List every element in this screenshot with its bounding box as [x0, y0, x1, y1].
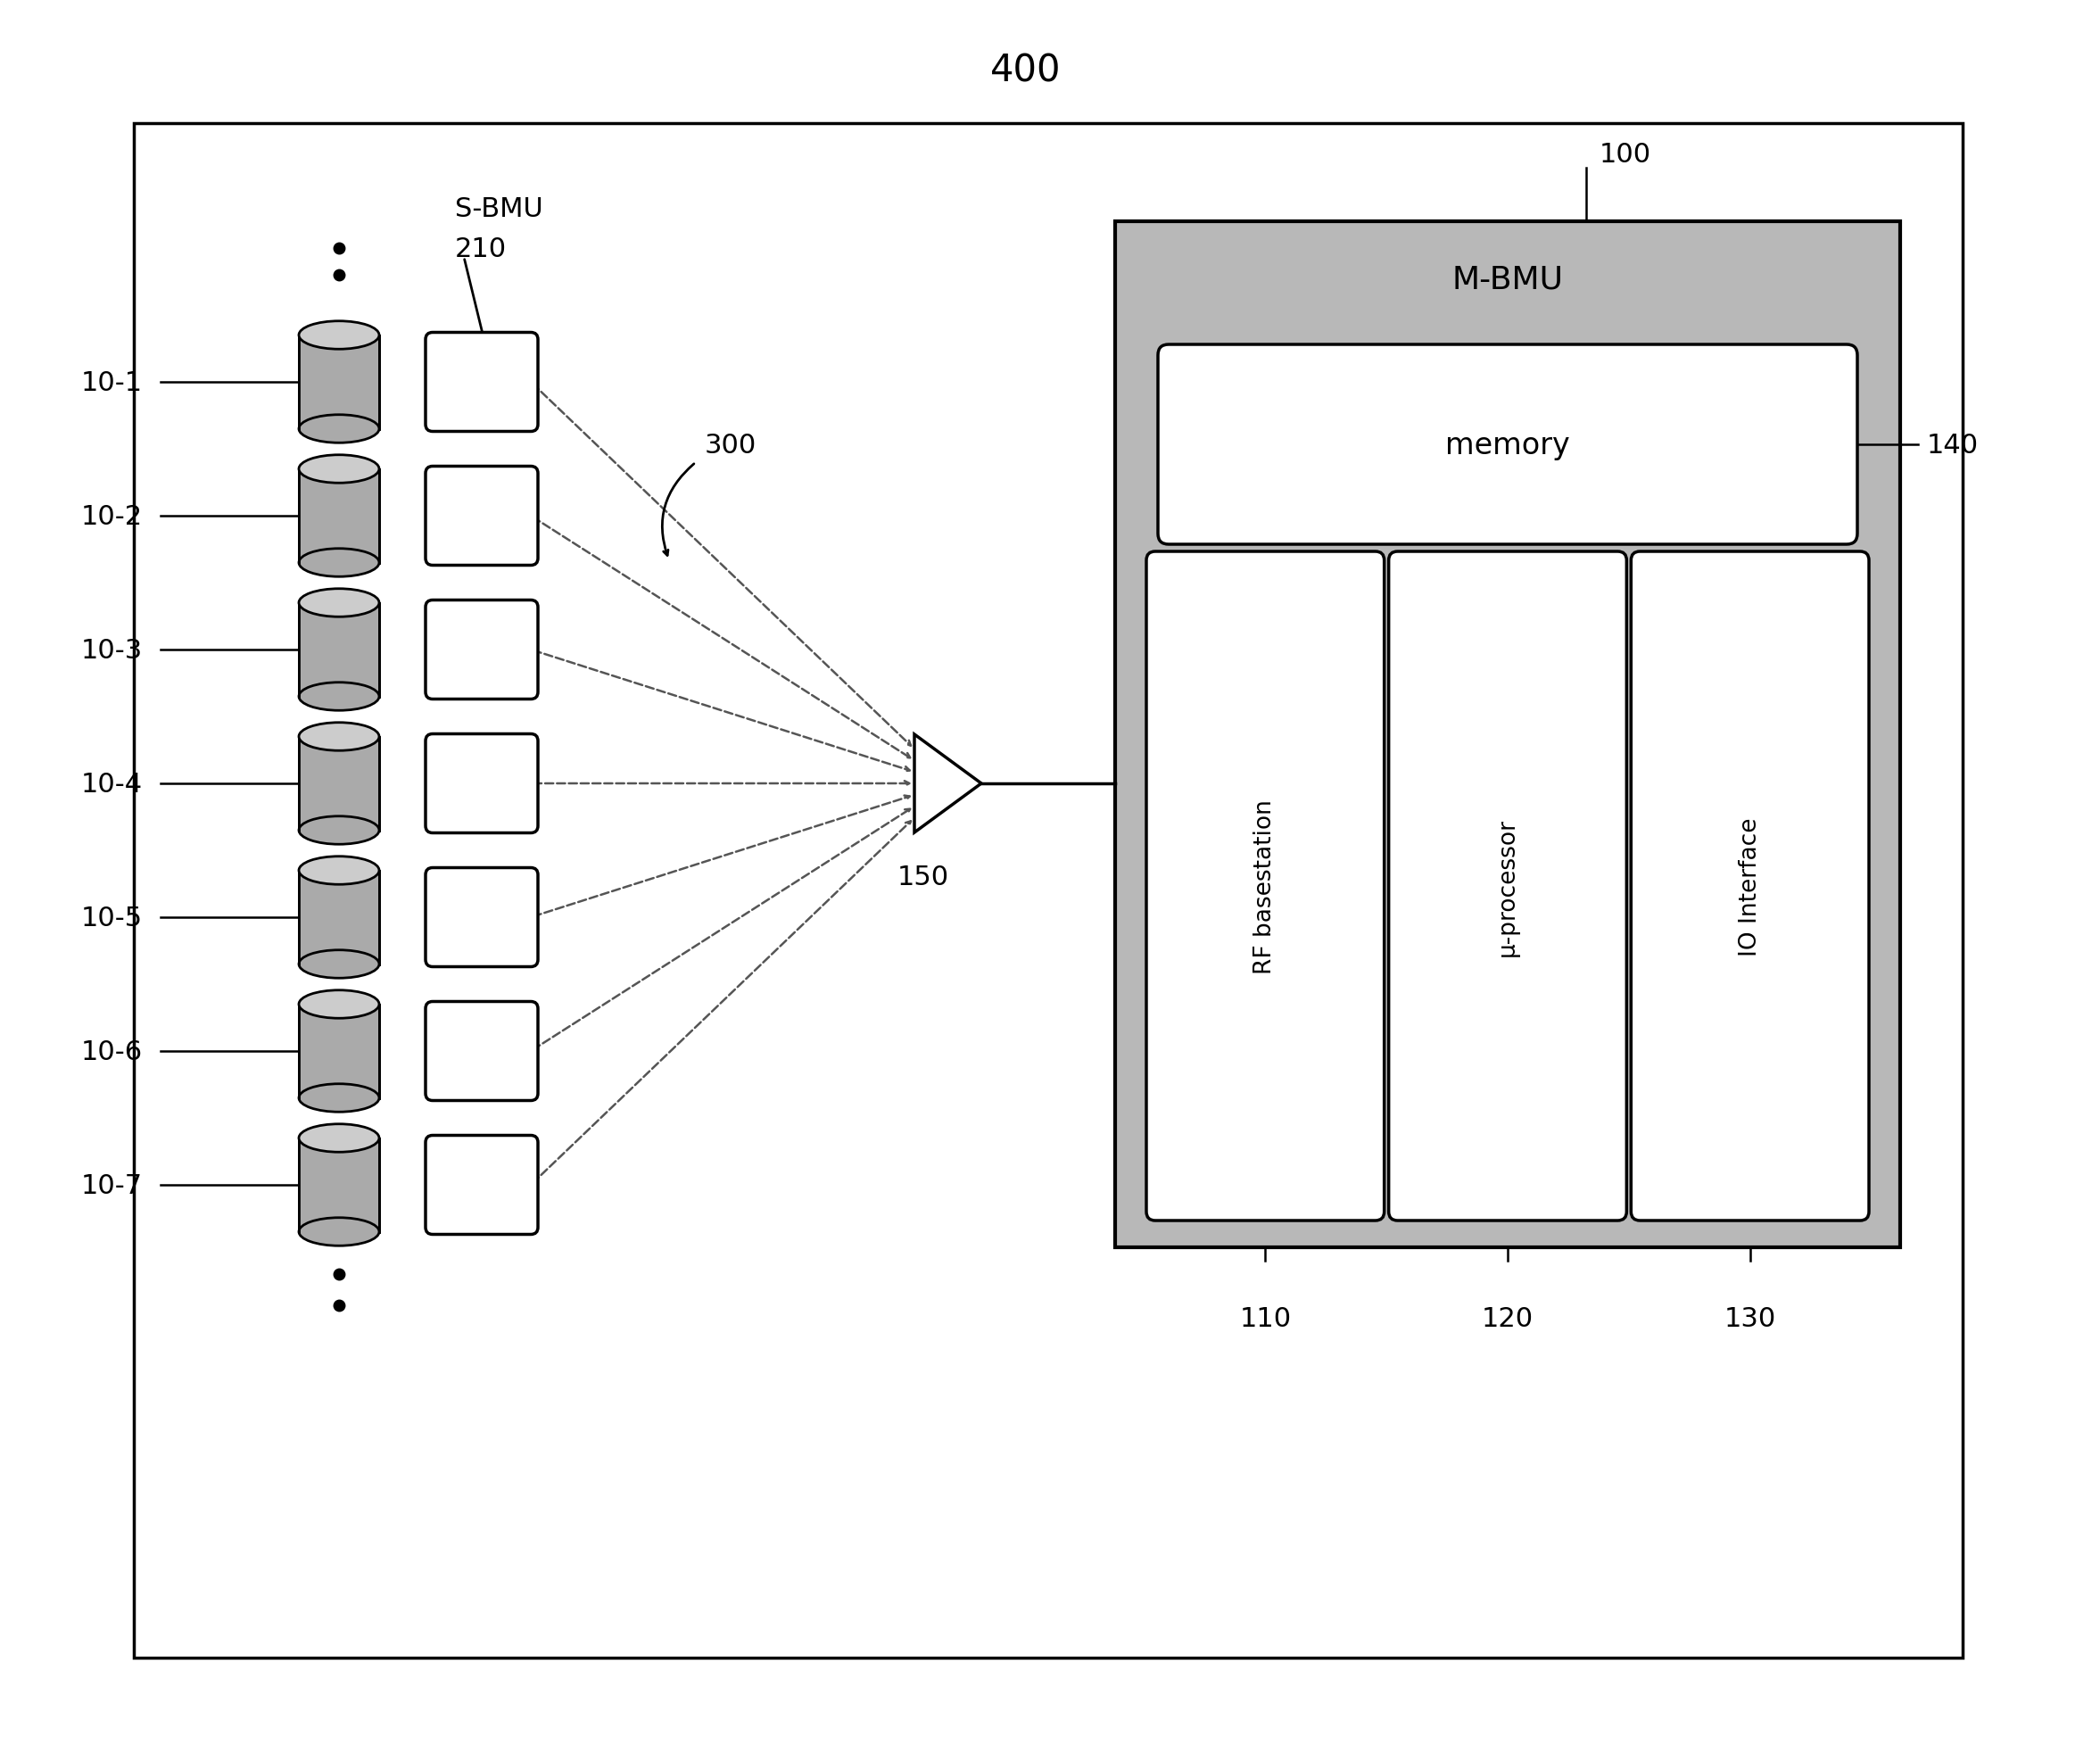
- Text: 100: 100: [1600, 143, 1651, 169]
- Text: 210: 210: [456, 236, 506, 262]
- Ellipse shape: [298, 415, 380, 443]
- FancyBboxPatch shape: [1157, 346, 1856, 544]
- Text: 10-6: 10-6: [82, 1038, 143, 1064]
- FancyBboxPatch shape: [1388, 553, 1628, 1220]
- Bar: [298, 871, 380, 965]
- Ellipse shape: [298, 951, 380, 978]
- Bar: [300, 739, 378, 829]
- Ellipse shape: [298, 723, 380, 751]
- Text: memory: memory: [1445, 431, 1571, 459]
- Ellipse shape: [298, 683, 380, 711]
- Ellipse shape: [298, 455, 380, 483]
- FancyBboxPatch shape: [426, 601, 538, 700]
- Bar: [298, 469, 380, 563]
- Text: 150: 150: [897, 864, 949, 890]
- Bar: [300, 605, 378, 695]
- Text: 10-4: 10-4: [82, 772, 143, 796]
- Bar: [300, 872, 378, 963]
- Bar: [300, 471, 378, 561]
- Text: 400: 400: [991, 52, 1060, 89]
- Ellipse shape: [298, 1218, 380, 1246]
- Text: S-BMU: S-BMU: [456, 196, 544, 222]
- Bar: [298, 737, 380, 831]
- Text: 10-7: 10-7: [82, 1171, 143, 1197]
- Ellipse shape: [298, 857, 380, 885]
- Text: 110: 110: [1239, 1305, 1292, 1331]
- Bar: [298, 603, 380, 697]
- Text: 10-3: 10-3: [82, 638, 143, 662]
- Text: 120: 120: [1483, 1305, 1533, 1331]
- FancyBboxPatch shape: [426, 468, 538, 567]
- Ellipse shape: [298, 589, 380, 617]
- Text: IO Interface: IO Interface: [1739, 817, 1762, 956]
- Ellipse shape: [298, 1124, 380, 1152]
- FancyBboxPatch shape: [1147, 553, 1384, 1220]
- Text: RF basestation: RF basestation: [1254, 799, 1277, 973]
- Text: 130: 130: [1724, 1305, 1777, 1331]
- Ellipse shape: [298, 322, 380, 349]
- Text: M-BMU: M-BMU: [1451, 264, 1562, 295]
- FancyBboxPatch shape: [426, 735, 538, 833]
- Ellipse shape: [298, 817, 380, 845]
- FancyBboxPatch shape: [426, 867, 538, 966]
- Text: 300: 300: [706, 433, 756, 457]
- FancyBboxPatch shape: [426, 1001, 538, 1100]
- Text: μ-processor: μ-processor: [1495, 817, 1518, 956]
- Bar: [298, 1005, 380, 1098]
- FancyBboxPatch shape: [1632, 553, 1869, 1220]
- FancyBboxPatch shape: [426, 334, 538, 433]
- Bar: [300, 1138, 378, 1231]
- Ellipse shape: [298, 1085, 380, 1112]
- Ellipse shape: [298, 991, 380, 1018]
- FancyBboxPatch shape: [1115, 222, 1900, 1248]
- Bar: [300, 337, 378, 429]
- Bar: [300, 1006, 378, 1097]
- Text: 140: 140: [1928, 433, 1978, 457]
- Text: 10-5: 10-5: [82, 905, 143, 930]
- FancyBboxPatch shape: [134, 123, 1963, 1658]
- Polygon shape: [914, 735, 981, 833]
- Bar: [298, 335, 380, 429]
- Ellipse shape: [298, 549, 380, 577]
- Bar: [298, 1138, 380, 1232]
- FancyBboxPatch shape: [426, 1135, 538, 1234]
- Text: 10-2: 10-2: [82, 504, 143, 530]
- Text: 10-1: 10-1: [82, 370, 143, 396]
